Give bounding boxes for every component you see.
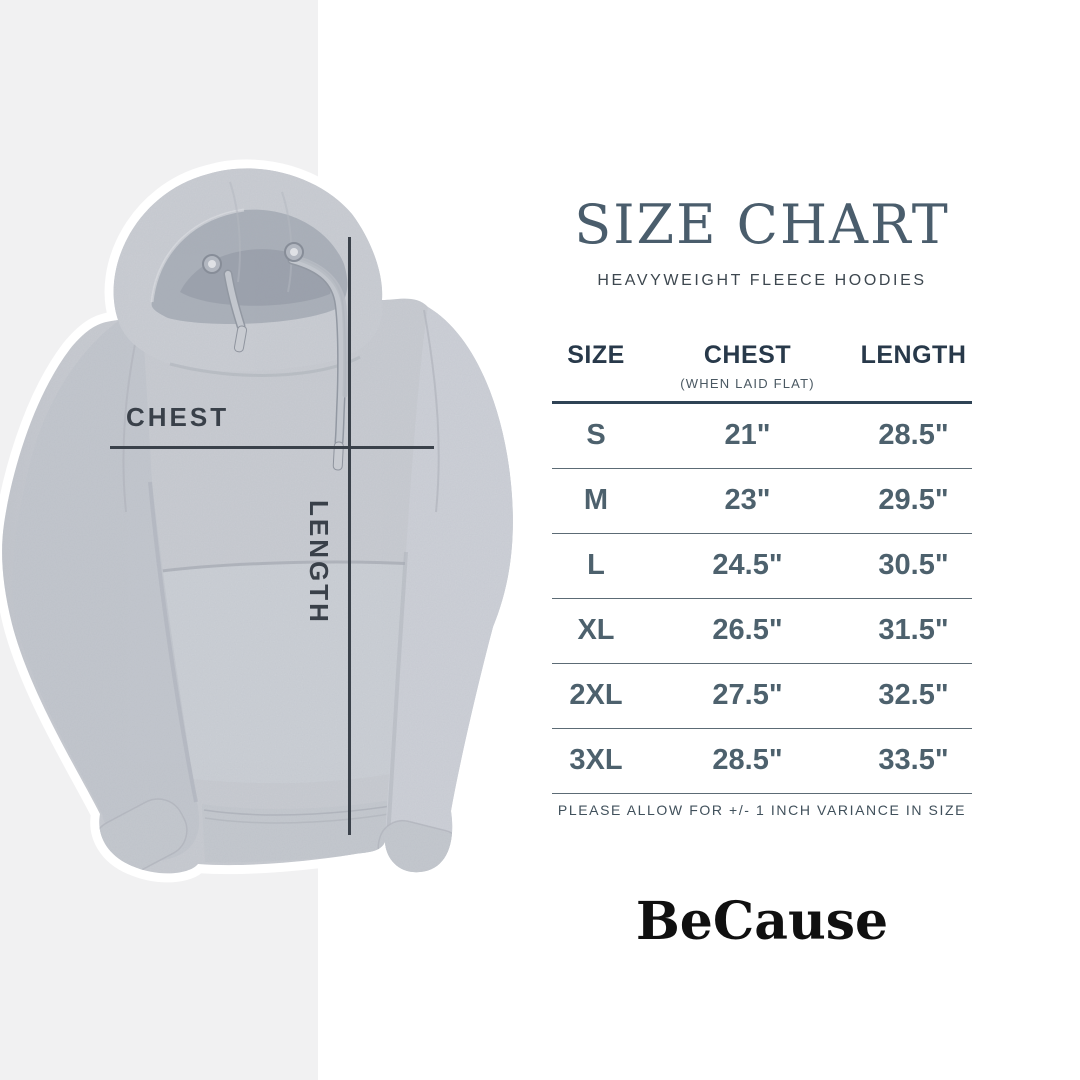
- cell-length: 32.5": [878, 679, 949, 711]
- chest-measure-label: CHEST: [126, 402, 230, 432]
- drawstring-right: [287, 255, 349, 471]
- eyelet-right: [284, 242, 304, 262]
- eyelet-left: [202, 254, 222, 274]
- table-header: SIZE CHEST LENGTH (WHEN LAID FLAT): [552, 341, 972, 391]
- brand-logo: BeCause: [635, 891, 889, 952]
- chest-subheader: (WHEN LAID FLAT): [680, 376, 815, 391]
- table-row: M 23" 29.5": [552, 468, 972, 534]
- table-row: 3XL 28.5" 33.5": [552, 728, 972, 794]
- col-header-chest: CHEST: [703, 341, 792, 369]
- cell-size: 3XL: [569, 744, 623, 776]
- cell-chest: 27.5": [712, 679, 783, 711]
- cell-size: 2XL: [569, 679, 623, 711]
- cell-length: 31.5": [878, 614, 949, 646]
- col-header-length: LENGTH: [860, 341, 967, 369]
- table-row: S 21" 28.5": [552, 403, 972, 469]
- header-rule: [552, 401, 972, 404]
- subtitle: HEAVYWEIGHT FLEECE HOODIES: [597, 272, 927, 289]
- cell-length: 30.5": [878, 549, 949, 581]
- cell-size: XL: [577, 614, 615, 646]
- cell-size: S: [586, 419, 606, 451]
- drawstring-left: [223, 269, 248, 353]
- cell-chest: 24.5": [712, 549, 783, 581]
- table-row: XL 26.5" 31.5": [552, 598, 972, 664]
- table-row: 2XL 27.5" 32.5": [552, 663, 972, 729]
- cell-size: M: [583, 484, 609, 516]
- cell-length: 28.5": [878, 419, 949, 451]
- col-header-size: SIZE: [567, 341, 625, 369]
- length-measure-label: LENGTH: [304, 500, 334, 625]
- page-title: SIZE CHART: [574, 193, 950, 256]
- cell-length: 33.5": [878, 744, 949, 776]
- length-measure-line: [348, 237, 351, 835]
- cell-chest: 21": [724, 419, 771, 451]
- cell-chest: 28.5": [712, 744, 783, 776]
- cell-chest: 23": [724, 484, 771, 516]
- cell-chest: 26.5": [712, 614, 783, 646]
- chest-measure-line: [110, 446, 434, 449]
- cell-size: L: [587, 549, 605, 581]
- table-row: L 24.5" 30.5": [552, 533, 972, 599]
- hoodie-photo: [0, 159, 522, 883]
- cell-length: 29.5": [878, 484, 949, 516]
- size-chart-panel: SIZE CHART HEAVYWEIGHT FLEECE HOODIES SI…: [540, 0, 984, 1080]
- variance-note: PLEASE ALLOW FOR +/- 1 INCH VARIANCE IN …: [557, 802, 967, 818]
